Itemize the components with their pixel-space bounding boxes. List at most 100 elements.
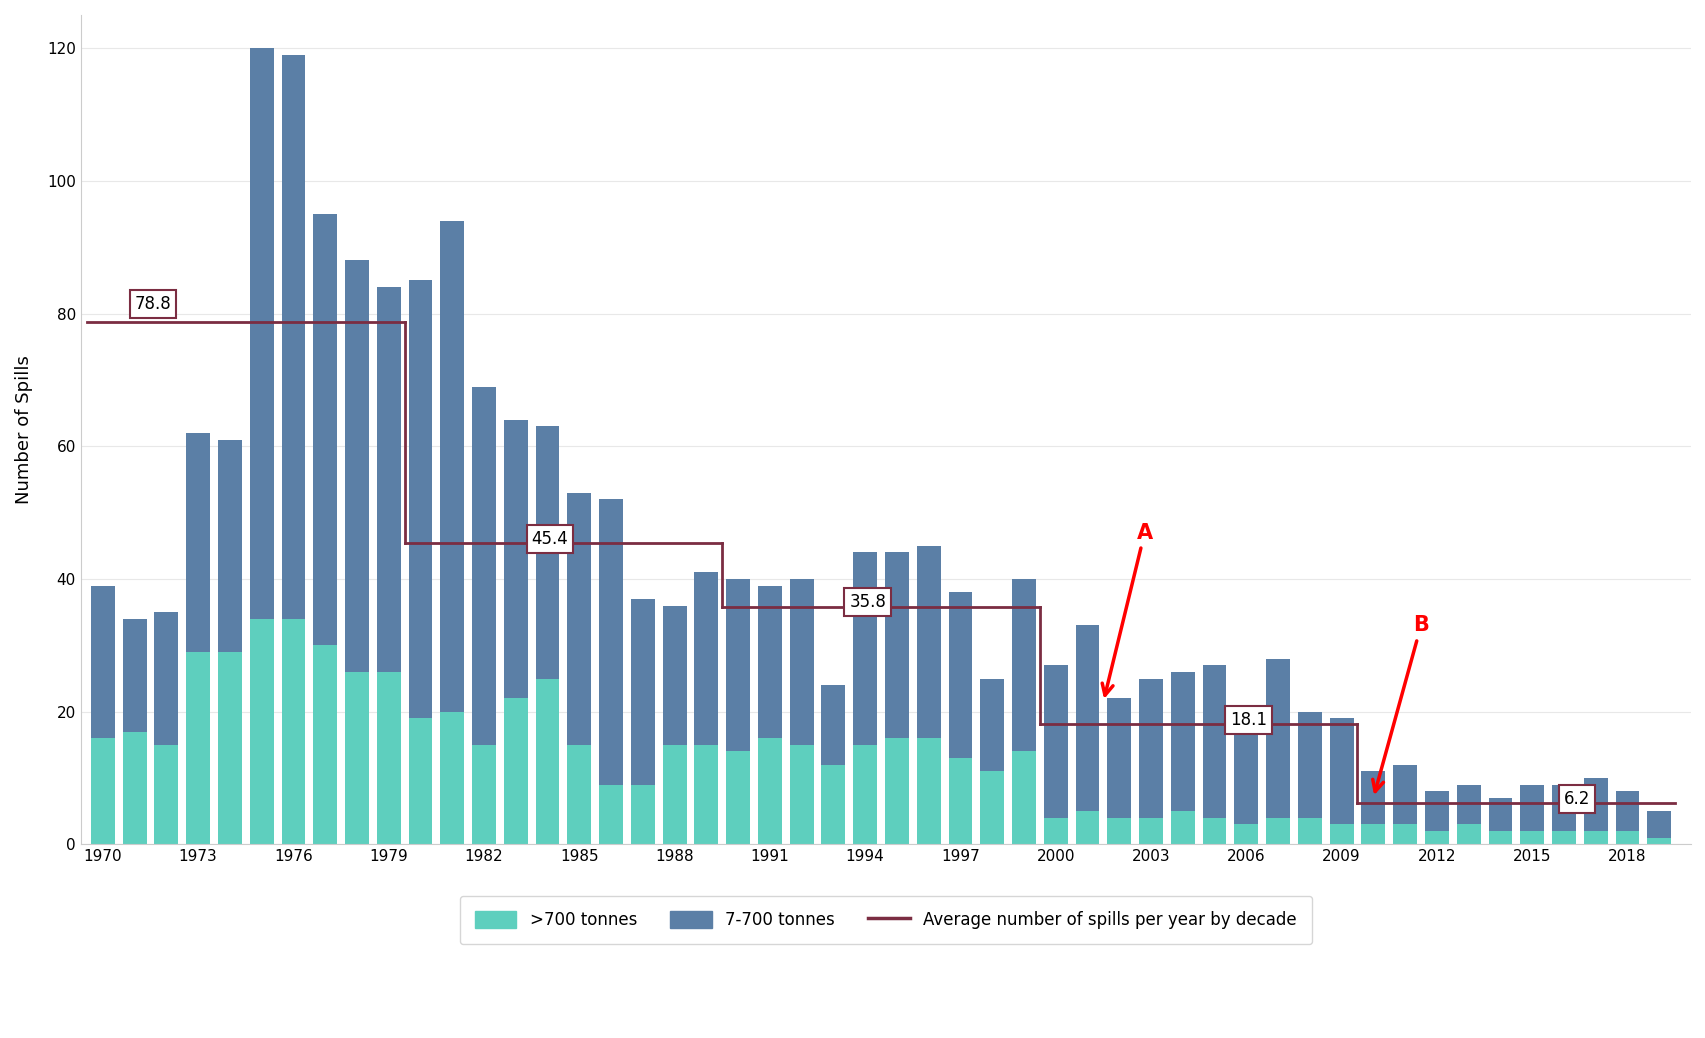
Bar [948,593,972,758]
Text: 18.1: 18.1 [1229,711,1267,730]
Bar [948,758,972,844]
Bar [503,419,527,699]
Bar [757,585,781,738]
Bar [1552,785,1575,831]
Bar [407,718,431,844]
Text: 78.8: 78.8 [135,295,170,312]
Bar [218,652,242,844]
Bar [407,280,431,718]
Bar [1615,791,1639,831]
Bar [249,48,273,619]
Bar [1647,838,1671,844]
Bar [757,738,781,844]
Bar [1170,672,1194,812]
Bar [344,672,368,844]
Bar [568,493,592,745]
Bar [1647,812,1671,838]
Bar [1582,778,1606,831]
Bar [885,738,909,844]
Bar [186,433,210,652]
Bar [1107,699,1130,818]
Bar [1170,812,1194,844]
Bar [1488,798,1511,831]
Bar [1139,679,1163,818]
Bar [1011,752,1035,844]
Bar [440,712,464,844]
Bar [123,619,147,732]
Bar [1393,824,1417,844]
Bar [344,261,368,672]
Bar [123,732,147,844]
Bar [472,745,496,844]
Bar [1139,818,1163,844]
Bar [90,585,114,738]
Bar [631,785,655,844]
Bar [694,745,718,844]
Bar [789,579,813,745]
Bar [1488,831,1511,844]
Bar [281,55,305,619]
Bar [726,579,750,752]
Bar [281,619,305,844]
Bar [1552,831,1575,844]
Bar [1582,831,1606,844]
Bar [1074,812,1098,844]
Bar [1328,824,1352,844]
Bar [822,685,844,765]
Bar [1456,824,1480,844]
Bar [789,745,813,844]
Bar [916,546,939,738]
Bar [1393,765,1417,824]
Bar [1519,831,1543,844]
Bar [1202,818,1226,844]
Bar [662,605,685,745]
Text: 45.4: 45.4 [532,530,568,548]
Bar [1424,791,1448,831]
Bar [1011,579,1035,752]
Text: B: B [1373,616,1429,792]
Bar [314,214,338,646]
Bar [1265,658,1289,818]
Bar [1519,785,1543,831]
Bar [980,771,1004,844]
Bar [598,499,622,785]
Bar [535,679,559,844]
Bar [1298,818,1321,844]
Bar [314,646,338,844]
Bar [631,599,655,785]
Bar [1234,824,1258,844]
Bar [155,745,179,844]
Bar [1424,831,1448,844]
Bar [1234,718,1258,824]
Bar [1298,712,1321,818]
Bar [1615,831,1639,844]
Bar [916,738,939,844]
Text: 6.2: 6.2 [1563,790,1589,809]
Bar [1074,626,1098,812]
Bar [1202,665,1226,818]
Bar [1043,665,1067,818]
Bar [598,785,622,844]
Bar [852,745,876,844]
Legend: >700 tonnes, 7-700 tonnes, Average number of spills per year by decade: >700 tonnes, 7-700 tonnes, Average numbe… [459,896,1311,944]
Text: A: A [1101,522,1153,695]
Bar [249,619,273,844]
Y-axis label: Number of Spills: Number of Spills [15,355,32,504]
Bar [90,738,114,844]
Bar [1328,718,1352,824]
Bar [662,745,685,844]
Bar [472,386,496,745]
Bar [155,612,179,745]
Bar [186,652,210,844]
Bar [852,552,876,745]
Bar [535,427,559,679]
Bar [503,699,527,844]
Bar [1265,818,1289,844]
Bar [980,679,1004,771]
Bar [218,440,242,652]
Bar [377,672,401,844]
Bar [694,572,718,745]
Bar [1043,818,1067,844]
Bar [885,552,909,738]
Bar [377,288,401,672]
